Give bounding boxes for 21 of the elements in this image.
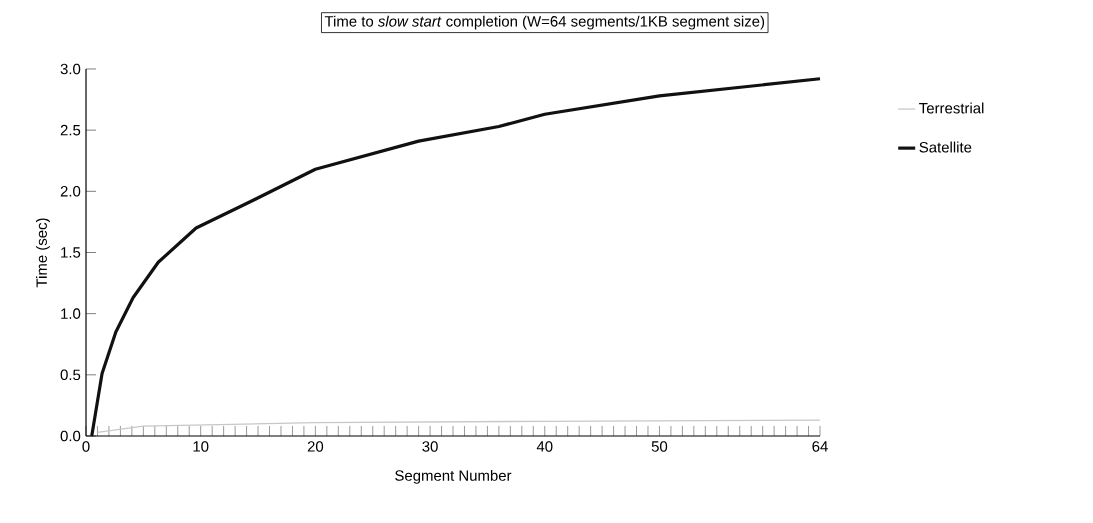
y-tick-label: 0.5 <box>60 369 81 381</box>
y-tick-label: 1.0 <box>61 308 81 319</box>
y-tick-label: 3.0 <box>60 63 81 75</box>
y-axis-title: Time (sec) <box>35 218 50 288</box>
chart-title: Time to slow start completion (W=64 segments/1KB segment size) <box>324 15 765 30</box>
x-tick-label: 20 <box>307 441 324 452</box>
y-tick-label: 1.5 <box>61 247 81 258</box>
y-tick-label: 2.0 <box>60 186 81 197</box>
x-tick-label: 40 <box>536 441 553 452</box>
x-tick-label: 30 <box>422 441 438 452</box>
x-axis-title: Segment Number <box>395 469 512 484</box>
x-tick-label: 64 <box>812 441 828 452</box>
legend-label: Terrestrial <box>919 102 984 114</box>
y-tick-label: 0.0 <box>60 430 81 442</box>
x-tick-label: 50 <box>651 441 668 452</box>
y-tick-label: 2.5 <box>60 124 81 136</box>
x-tick-label: 10 <box>193 441 209 452</box>
line-series <box>90 77 822 438</box>
legend-label: Satellite <box>919 141 972 153</box>
x-tick-label: 0 <box>82 441 90 452</box>
line-series <box>96 419 821 433</box>
